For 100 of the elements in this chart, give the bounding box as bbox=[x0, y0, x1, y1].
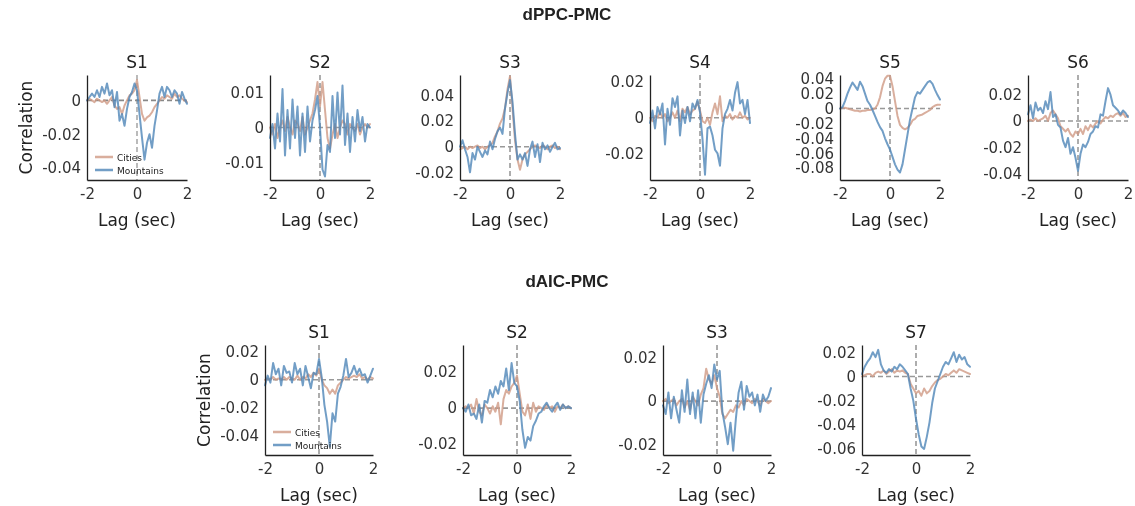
y-axis-title: Correlation bbox=[16, 80, 36, 175]
x-tick-label: -2 bbox=[643, 184, 658, 203]
legend-label: Cities bbox=[117, 152, 143, 163]
y-tick-label: -0.06 bbox=[817, 440, 856, 459]
x-tick-label: 2 bbox=[965, 459, 976, 478]
x-tick-label: 2 bbox=[368, 459, 379, 478]
x-axis-title: Lag (sec) bbox=[660, 210, 740, 230]
text: dAIC-PMC bbox=[525, 272, 609, 291]
y-tick-label: -0.02 bbox=[618, 435, 657, 454]
chart-title: S2 bbox=[506, 322, 528, 342]
y-tick-label: 0.02 bbox=[822, 343, 856, 362]
x-axis-title: Lag (sec) bbox=[280, 210, 360, 230]
y-tick-label: -0.04 bbox=[983, 164, 1022, 183]
x-tick-label: -2 bbox=[833, 184, 848, 203]
x-axis-title: Lag (sec) bbox=[876, 485, 956, 505]
line-series bbox=[861, 368, 971, 397]
y-tick-label: 0 bbox=[71, 91, 81, 110]
y-tick-label: 0 bbox=[447, 399, 457, 418]
x-tick-label: 0 bbox=[314, 459, 325, 478]
x-tick-label: 0 bbox=[911, 459, 922, 478]
legend-label: Cities bbox=[295, 427, 321, 438]
x-tick-label: 0 bbox=[315, 184, 326, 203]
y-tick-label: 0 bbox=[647, 392, 657, 411]
y-tick-label: -0.08 bbox=[795, 159, 834, 178]
x-tick-label: 2 bbox=[745, 184, 756, 203]
line-series bbox=[649, 95, 751, 126]
y-tick-label: 0 bbox=[444, 138, 454, 157]
text: dPPC-PMC bbox=[522, 5, 612, 24]
x-tick-label: -2 bbox=[1021, 184, 1036, 203]
y-axis-title: Correlation bbox=[194, 353, 214, 447]
x-axis-title: Lag (sec) bbox=[470, 210, 550, 230]
y-tick-label: 0.01 bbox=[230, 83, 264, 102]
x-tick-label: 0 bbox=[1073, 184, 1084, 203]
x-tick-label: 2 bbox=[365, 184, 376, 203]
chart-title: S7 bbox=[905, 322, 927, 342]
x-axis-title: Lag (sec) bbox=[477, 485, 557, 505]
chart-title: S3 bbox=[706, 322, 728, 342]
line-series bbox=[662, 363, 772, 452]
line-series bbox=[462, 362, 572, 449]
x-tick-label: 0 bbox=[712, 459, 723, 478]
x-tick-label: 0 bbox=[505, 184, 516, 203]
x-axis-title: Lag (sec) bbox=[279, 485, 359, 505]
x-tick-label: 0 bbox=[885, 184, 896, 203]
x-tick-label: 2 bbox=[555, 184, 566, 203]
line-series bbox=[86, 79, 188, 122]
line-series bbox=[1027, 87, 1129, 172]
x-axis-title: Lag (sec) bbox=[97, 210, 177, 230]
y-tick-label: -0.04 bbox=[220, 426, 259, 445]
x-tick-label: -2 bbox=[80, 184, 95, 203]
chart-title: S1 bbox=[126, 52, 148, 72]
legend-label: Mountains bbox=[295, 440, 342, 451]
y-tick-label: 0 bbox=[846, 367, 856, 386]
y-tick-label: 0.02 bbox=[610, 73, 644, 92]
x-tick-label: -2 bbox=[456, 459, 471, 478]
x-tick-label: 2 bbox=[566, 459, 577, 478]
x-tick-label: -2 bbox=[855, 459, 870, 478]
chart-title: S1 bbox=[308, 322, 330, 342]
y-tick-label: -0.04 bbox=[817, 416, 856, 435]
y-tick-label: -0.02 bbox=[983, 138, 1022, 157]
x-tick-label: 2 bbox=[766, 459, 777, 478]
x-axis-title: Lag (sec) bbox=[1038, 210, 1118, 230]
line-series bbox=[1027, 109, 1129, 138]
y-tick-label: 0.02 bbox=[988, 85, 1022, 104]
y-tick-label: 0.04 bbox=[420, 86, 454, 105]
line-series bbox=[86, 82, 188, 161]
y-tick-label: -0.02 bbox=[220, 398, 259, 417]
x-tick-label: 0 bbox=[512, 459, 523, 478]
line-series bbox=[662, 367, 772, 420]
y-tick-label: -0.02 bbox=[42, 125, 81, 144]
y-tick-label: 0 bbox=[1012, 112, 1022, 131]
y-tick-label: -0.02 bbox=[605, 144, 644, 163]
x-tick-label: 2 bbox=[182, 184, 193, 203]
y-tick-label: 0.02 bbox=[423, 363, 457, 382]
y-tick-label: 0.02 bbox=[420, 112, 454, 131]
y-tick-label: 0 bbox=[249, 371, 259, 390]
chart-title: S3 bbox=[499, 52, 521, 72]
x-tick-label: 2 bbox=[935, 184, 946, 203]
x-tick-label: -2 bbox=[258, 459, 273, 478]
x-axis-title: Lag (sec) bbox=[850, 210, 930, 230]
x-tick-label: 0 bbox=[695, 184, 706, 203]
legend-label: Mountains bbox=[117, 165, 164, 176]
y-tick-label: -0.02 bbox=[418, 435, 457, 454]
line-series bbox=[649, 81, 751, 176]
y-tick-label: 0.02 bbox=[623, 349, 657, 368]
chart-title: S6 bbox=[1067, 52, 1089, 72]
x-tick-label: 0 bbox=[132, 184, 143, 203]
y-tick-label: -0.01 bbox=[225, 153, 264, 172]
y-tick-label: -0.02 bbox=[415, 163, 454, 182]
y-tick-label: 0 bbox=[254, 118, 264, 137]
x-tick-label: -2 bbox=[656, 459, 671, 478]
y-tick-label: 0.02 bbox=[225, 343, 259, 362]
line-series bbox=[861, 348, 971, 450]
line-series bbox=[839, 79, 941, 174]
chart-title: S5 bbox=[879, 52, 901, 72]
y-tick-label: -0.04 bbox=[42, 159, 81, 178]
chart-title: S2 bbox=[309, 52, 331, 72]
y-tick-label: -0.02 bbox=[817, 391, 856, 410]
y-tick-label: 0 bbox=[634, 109, 644, 128]
x-tick-label: -2 bbox=[453, 184, 468, 203]
line-series bbox=[264, 367, 374, 395]
